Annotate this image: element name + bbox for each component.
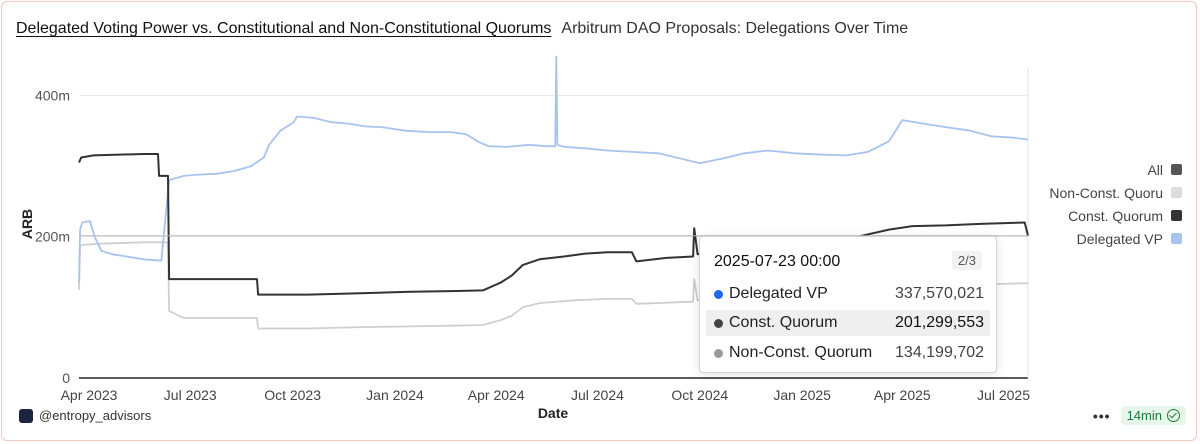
tooltip-series-name: Non-Const. Quorum [729,344,873,361]
legend-label: Const. Quorum [1068,207,1163,224]
legend-swatch [1171,164,1182,175]
entropy-logo-icon [19,408,33,423]
tooltip-series-value: 201,299,553 [895,314,984,331]
refresh-badge[interactable]: 14min [1120,406,1186,425]
tooltip-date: 2025-07-23 00:00 [714,253,841,270]
legend-label: Delegated VP [1076,230,1163,247]
author-handle: @entropy_advisors [39,408,152,423]
legend-item-const-quorum[interactable]: Const. Quorum [1049,204,1182,227]
x-tick-label: Jan 2024 [366,387,424,403]
check-circle-icon [1167,409,1180,422]
tooltip-series-value: 134,199,702 [895,344,984,361]
refresh-time: 14min [1126,408,1162,423]
legend-swatch [1171,233,1182,244]
y-tick-label: 0 [62,370,70,386]
header: Delegated Voting Power vs. Constitutiona… [16,20,908,38]
x-tick-label: Jan 2025 [773,387,831,403]
y-tick-label: 400m [35,87,70,103]
series-dot-icon [714,348,723,358]
tooltip-row-delegated-vp: Delegated VP 337,570,021 [706,281,990,307]
footer-actions: ••• 14min [1093,406,1186,425]
x-tick-label: Apr 2025 [874,387,931,403]
chart-subtitle: Arbitrum DAO Proposals: Delegations Over… [561,20,909,37]
x-tick-label: Jul 2024 [571,387,624,403]
series-dot-icon [714,289,723,299]
more-menu-icon[interactable]: ••• [1092,407,1111,424]
tooltip-series-name: Const. Quorum [729,314,838,331]
x-tick-label: Apr 2024 [468,387,525,403]
tooltip-pager[interactable]: 2/3 [951,251,982,270]
tooltip-series-value: 337,570,021 [895,285,984,302]
x-tick-label: Jul 2025 [977,387,1030,403]
legend-swatch [1171,210,1182,221]
chart-title[interactable]: Delegated Voting Power vs. Constitutiona… [16,20,552,37]
author-credit[interactable]: @entropy_advisors [19,408,151,423]
legend-item-delegated-vp[interactable]: Delegated VP [1049,227,1182,250]
legend: All Non-Const. Quoru Const. Quorum Deleg… [1049,158,1182,250]
x-tick-label: Oct 2023 [264,387,321,403]
x-tick-label: Apr 2023 [61,387,118,403]
legend-label: Non-Const. Quoru [1049,184,1163,201]
x-axis-label: Date [538,405,569,421]
y-tick-label: 200m [35,229,70,245]
tooltip-series-name: Delegated VP [729,285,828,302]
legend-swatch [1171,187,1182,198]
tooltip-row-non-const-quorum: Non-Const. Quorum 134,199,702 [706,340,990,366]
legend-item-non-const-quorum[interactable]: Non-Const. Quoru [1049,181,1182,204]
tooltip-row-const-quorum: Const. Quorum 201,299,553 [706,310,990,336]
legend-label: All [1147,161,1163,178]
y-axis-label: ARB [19,209,35,239]
x-tick-label: Oct 2024 [671,387,728,403]
series-dot-icon [714,318,723,328]
legend-item-all[interactable]: All [1049,158,1182,181]
hover-tooltip: 2025-07-23 00:00 2/3 Delegated VP 337,57… [699,236,997,373]
x-tick-label: Jul 2023 [164,387,217,403]
